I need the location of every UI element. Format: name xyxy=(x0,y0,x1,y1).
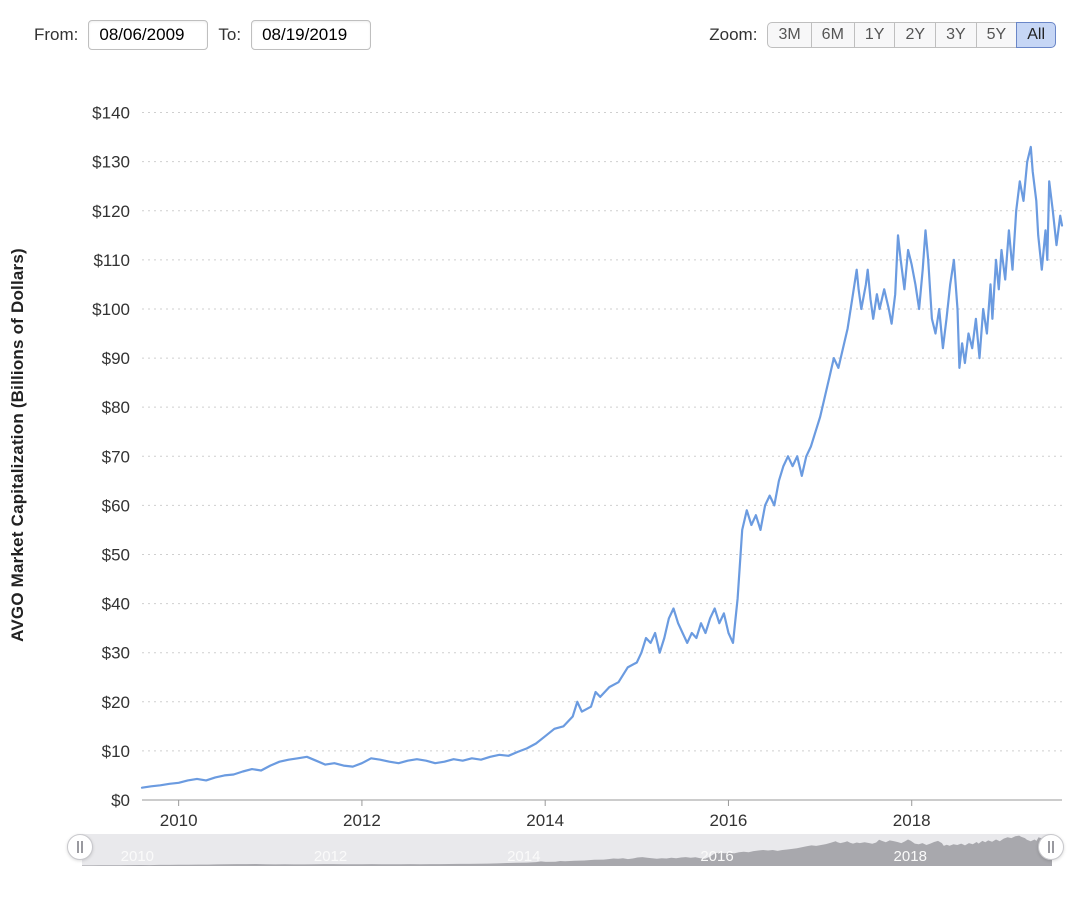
y-tick-label: $30 xyxy=(102,644,130,663)
y-tick-label: $90 xyxy=(102,349,130,368)
zoom-button-2y[interactable]: 2Y xyxy=(894,22,936,48)
navigator-tick-label: 2018 xyxy=(894,848,927,865)
navigator-right-handle[interactable] xyxy=(1038,834,1064,860)
zoom-button-6m[interactable]: 6M xyxy=(811,22,855,48)
to-date-input[interactable] xyxy=(251,20,371,50)
from-date-input[interactable] xyxy=(88,20,208,50)
navigator-svg: 2010 2012 2014 2016 2018 xyxy=(12,830,1068,878)
zoom-button-1y[interactable]: 1Y xyxy=(854,22,896,48)
y-tick-label: $60 xyxy=(102,496,130,515)
navigator-tick-label: 2014 xyxy=(507,848,540,865)
market-cap-line xyxy=(142,147,1062,788)
to-label: To: xyxy=(218,25,241,45)
zoom-controls: Zoom: 3M6M1Y2Y3Y5YAll xyxy=(709,22,1056,48)
y-tick-label: $130 xyxy=(92,153,130,172)
x-tick-label: 2012 xyxy=(343,811,381,830)
date-range-controls: From: To: xyxy=(34,20,371,50)
y-tick-label: $140 xyxy=(92,104,130,123)
y-tick-label: $50 xyxy=(102,545,130,564)
navigator-tick-label: 2012 xyxy=(314,848,347,865)
x-tick-label: 2018 xyxy=(893,811,931,830)
navigator: 2010 2012 2014 2016 2018 xyxy=(12,830,1068,878)
y-tick-label: $110 xyxy=(93,251,130,270)
y-tick-label: $0 xyxy=(111,791,130,810)
y-tick-label: $40 xyxy=(102,595,130,614)
y-tick-label: $120 xyxy=(92,202,130,221)
y-tick-label: $70 xyxy=(102,447,130,466)
navigator-left-handle[interactable] xyxy=(67,834,93,860)
zoom-button-all[interactable]: All xyxy=(1016,22,1056,48)
main-chart: AVGO Market Capitalization (Billions of … xyxy=(12,60,1068,830)
x-tick-label: 2010 xyxy=(160,811,198,830)
zoom-button-3y[interactable]: 3Y xyxy=(935,22,977,48)
x-tick-label: 2016 xyxy=(710,811,748,830)
navigator-tick-label: 2016 xyxy=(700,848,733,865)
x-tick-label: 2014 xyxy=(526,811,564,830)
from-label: From: xyxy=(34,25,78,45)
y-tick-label: $100 xyxy=(92,300,130,319)
y-tick-label: $80 xyxy=(102,398,130,417)
main-chart-svg: $0 $10 $20 $30 $40 $50 $60 $70 $80 $90 $100 $110 $12… xyxy=(12,60,1068,830)
zoom-label: Zoom: xyxy=(709,25,757,45)
zoom-button-group: 3M6M1Y2Y3Y5YAll xyxy=(767,22,1056,48)
zoom-button-5y[interactable]: 5Y xyxy=(976,22,1018,48)
y-tick-label: $20 xyxy=(102,693,130,712)
navigator-tick-label: 2010 xyxy=(121,848,154,865)
toolbar: From: To: Zoom: 3M6M1Y2Y3Y5YAll xyxy=(12,20,1068,60)
zoom-button-3m[interactable]: 3M xyxy=(767,22,811,48)
y-tick-label: $10 xyxy=(102,742,130,761)
